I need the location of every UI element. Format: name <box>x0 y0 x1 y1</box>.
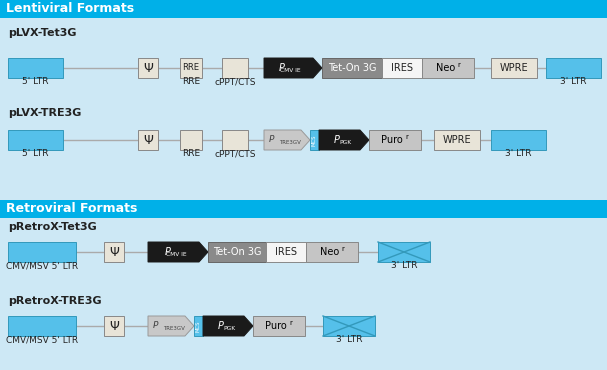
Text: WPRE: WPRE <box>443 135 471 145</box>
Text: RRE: RRE <box>183 64 200 73</box>
Polygon shape <box>264 130 310 150</box>
Bar <box>322 58 382 78</box>
Text: 5' LTR: 5' LTR <box>22 77 49 87</box>
Text: pLVX-TRE3G: pLVX-TRE3G <box>8 108 81 118</box>
Bar <box>138 58 158 78</box>
Text: Neo: Neo <box>320 247 340 257</box>
Bar <box>180 130 202 150</box>
Text: TRE3GV: TRE3GV <box>163 326 185 332</box>
Text: $P$: $P$ <box>268 134 276 145</box>
Text: 3' LTR: 3' LTR <box>391 262 417 270</box>
Bar <box>546 58 601 78</box>
Bar <box>369 130 421 150</box>
Bar <box>266 242 306 262</box>
Text: Tet-On 3G: Tet-On 3G <box>212 247 261 257</box>
Text: Puro: Puro <box>265 321 287 331</box>
Polygon shape <box>203 316 253 336</box>
Bar <box>491 58 537 78</box>
Text: MCS: MCS <box>312 134 317 146</box>
Text: 5' LTR: 5' LTR <box>22 149 49 158</box>
Text: TRE3GV: TRE3GV <box>279 141 301 145</box>
Text: CMV IE: CMV IE <box>166 252 186 256</box>
Text: $P$: $P$ <box>164 245 172 257</box>
Text: 3' LTR: 3' LTR <box>336 336 362 344</box>
Bar <box>138 130 158 150</box>
Bar <box>378 242 430 262</box>
Text: Retroviral Formats: Retroviral Formats <box>6 202 137 215</box>
Polygon shape <box>148 242 208 262</box>
Bar <box>434 130 480 150</box>
Text: cPPT/CTS: cPPT/CTS <box>214 77 256 87</box>
Bar <box>0 200 607 218</box>
Polygon shape <box>319 130 369 150</box>
Text: Neo: Neo <box>436 63 456 73</box>
Text: MCS: MCS <box>196 320 201 332</box>
Text: PGK: PGK <box>339 139 351 145</box>
Text: $P$: $P$ <box>152 320 160 330</box>
Text: pLVX-Tet3G: pLVX-Tet3G <box>8 28 76 38</box>
Bar <box>0 18 607 200</box>
Text: CMV IE: CMV IE <box>280 67 300 73</box>
Bar <box>422 58 474 78</box>
Bar <box>491 130 546 150</box>
Text: Lentiviral Formats: Lentiviral Formats <box>6 3 134 16</box>
Text: Ψ: Ψ <box>143 61 153 74</box>
Text: Ψ: Ψ <box>109 246 119 259</box>
Bar <box>253 316 305 336</box>
Bar <box>323 316 375 336</box>
Bar <box>194 316 203 336</box>
Text: $P$: $P$ <box>333 133 341 145</box>
Bar <box>8 242 76 262</box>
Text: RRE: RRE <box>182 149 200 158</box>
Text: Ψ: Ψ <box>143 134 153 147</box>
Bar <box>0 218 607 370</box>
Text: r: r <box>342 246 344 252</box>
Bar <box>310 130 319 150</box>
Bar <box>382 58 422 78</box>
Text: CMV/MSV 5' LTR: CMV/MSV 5' LTR <box>6 262 78 270</box>
Text: Ψ: Ψ <box>109 320 119 333</box>
Bar <box>8 58 63 78</box>
Text: r: r <box>290 320 293 326</box>
Text: pRetroX-Tet3G: pRetroX-Tet3G <box>8 222 97 232</box>
Text: CMV/MSV 5' LTR: CMV/MSV 5' LTR <box>6 336 78 344</box>
Text: PGK: PGK <box>223 326 235 330</box>
Text: r: r <box>405 134 409 140</box>
Text: cPPT/CTS: cPPT/CTS <box>214 149 256 158</box>
Polygon shape <box>148 316 194 336</box>
Text: pRetroX-TRE3G: pRetroX-TRE3G <box>8 296 101 306</box>
Bar <box>8 130 63 150</box>
Text: $P$: $P$ <box>217 319 225 331</box>
Bar <box>222 58 248 78</box>
Text: Puro: Puro <box>381 135 403 145</box>
Bar <box>208 242 266 262</box>
Text: IRES: IRES <box>275 247 297 257</box>
Text: WPRE: WPRE <box>500 63 528 73</box>
Polygon shape <box>264 58 322 78</box>
Text: 3' LTR: 3' LTR <box>505 149 532 158</box>
Bar <box>8 316 76 336</box>
Text: $P$: $P$ <box>278 61 286 73</box>
Bar <box>222 130 248 150</box>
Bar <box>306 242 358 262</box>
Text: Tet-On 3G: Tet-On 3G <box>328 63 376 73</box>
Bar <box>0 0 607 18</box>
Text: RRE: RRE <box>182 77 200 87</box>
Bar <box>104 242 124 262</box>
Text: IRES: IRES <box>391 63 413 73</box>
Text: r: r <box>458 62 461 68</box>
Bar <box>180 58 202 78</box>
Text: 3' LTR: 3' LTR <box>560 77 587 87</box>
Bar <box>104 316 124 336</box>
